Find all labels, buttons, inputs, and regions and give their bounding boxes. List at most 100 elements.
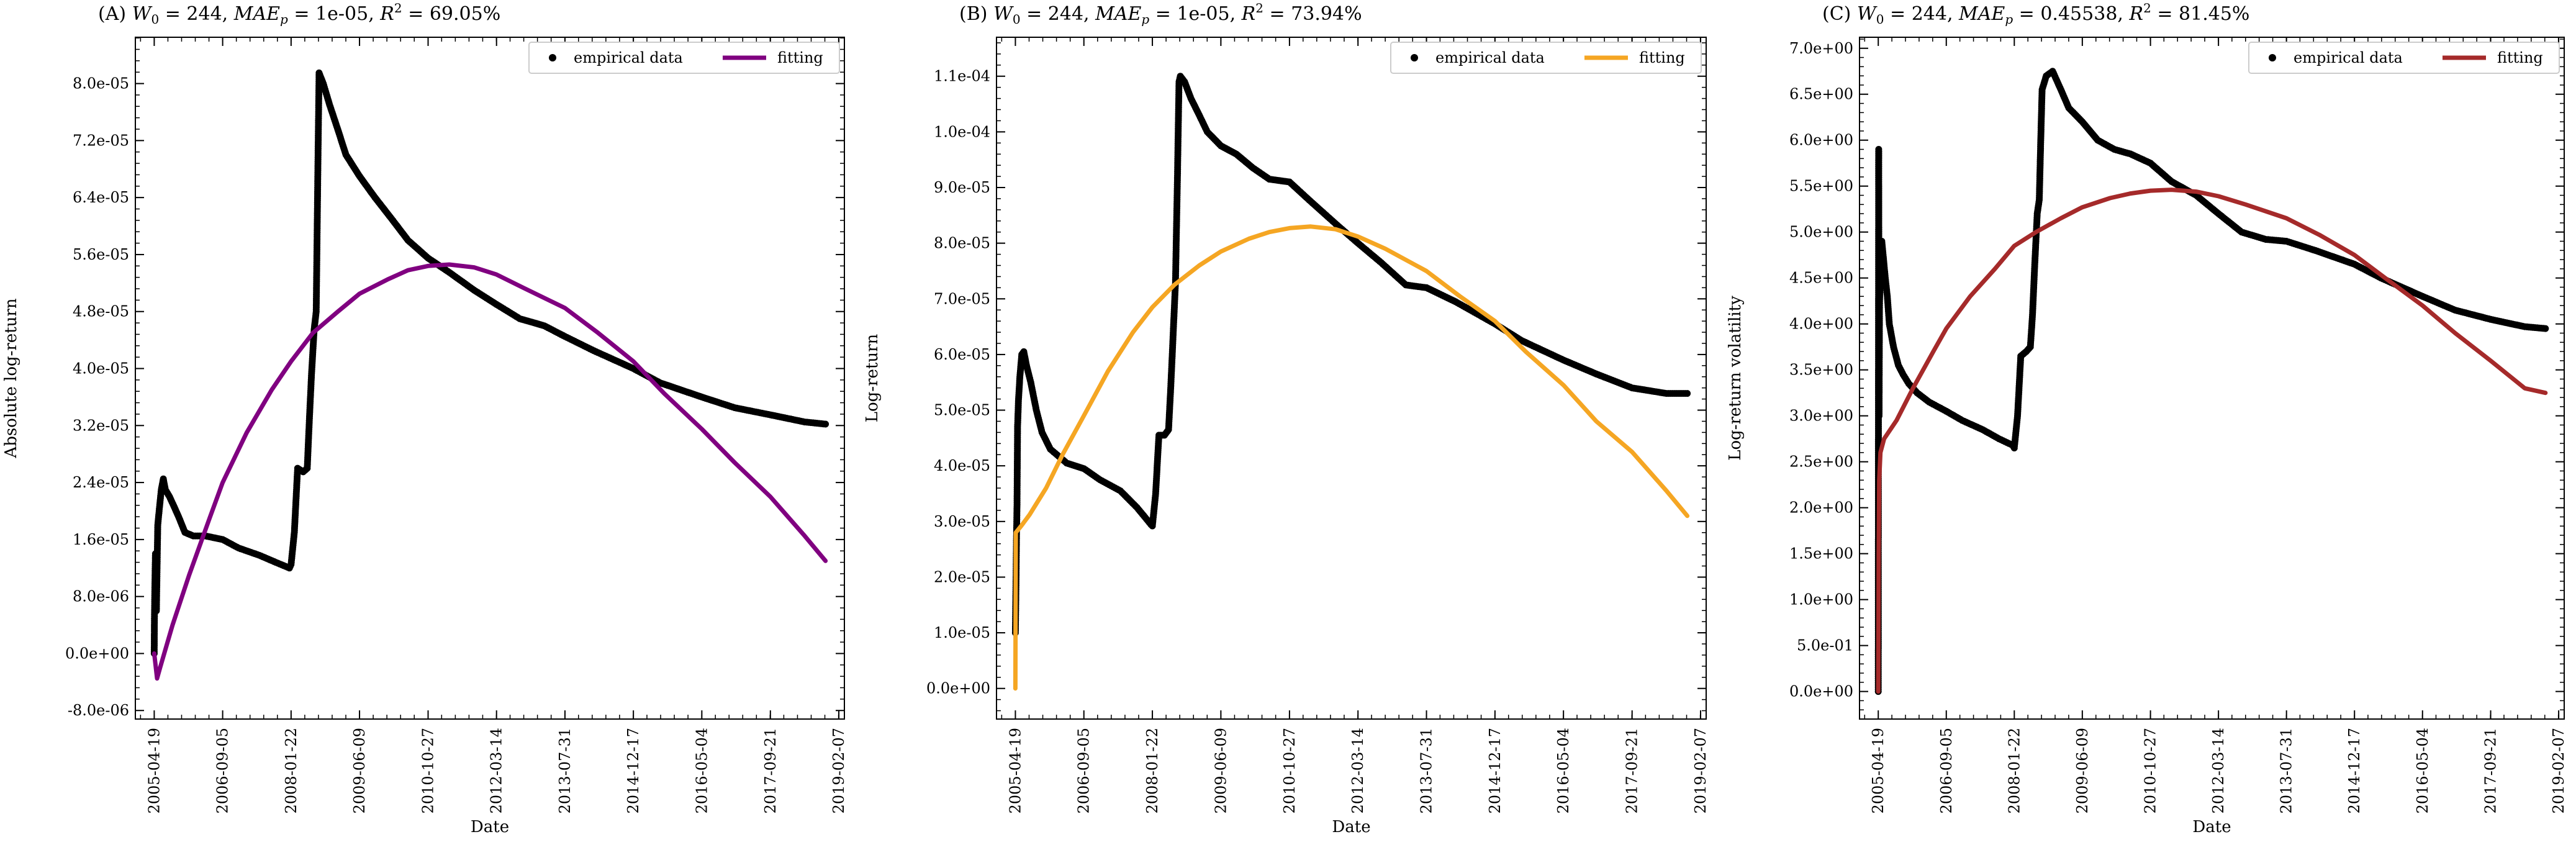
y-tick-label: 4.0e-05 [934,457,990,474]
series-empirical-data [150,69,829,657]
x-tick-label: 2014-12-17 [625,728,642,813]
y-tick-label: 3.0e-05 [934,513,990,530]
y-tick-label: 9.0e-05 [934,179,990,196]
x-tick-label: 2013-07-31 [556,728,574,813]
y-tick-label: 4.0e-05 [73,360,129,378]
chart-panel-2: (B) W0 = 244, MAEp = 1e-05, R2 = 73.94% 0… [863,1,1709,836]
y-tick-label: 3.2e-05 [73,417,129,434]
x-tick-label: 2009-06-09 [1212,728,1229,813]
y-tick-label: 4.8e-05 [73,303,129,320]
plot-frame [135,37,845,720]
y-tick-label: 0.0e+00 [65,645,129,662]
legend-label-fitting: fitting [1639,49,1685,66]
x-tick-label: 2009-06-09 [2074,728,2091,813]
series-fitting-line [1013,224,1690,691]
chart-title: (C) W0 = 244, MAEp = 0.45538, R2 = 81.45… [1822,1,2249,27]
legend-marker-empirical [1411,54,1418,61]
y-tick-label: 5.6e-05 [73,246,129,263]
x-tick-label: 2009-06-09 [351,728,368,813]
x-tick-label: 2008-01-22 [1144,728,1161,813]
legend-label-empirical: empirical data [1435,49,1545,66]
x-tick-label: 2012-03-14 [1349,728,1367,813]
y-tick-label: 1.0e+00 [1789,591,1853,609]
x-tick-label: 2017-09-21 [762,728,779,813]
y-tick-label: 5.0e-05 [934,402,990,419]
x-tick-label: 2016-05-04 [2414,728,2431,813]
series-fitting-line [151,262,828,681]
y-tick-label: 2.4e-05 [73,474,129,491]
chart-panel-1: (A) W0 = 244, MAEp = 1e-05, R2 = 69.05% -… [2,1,847,836]
series-empirical-data [1011,73,1691,636]
legend-marker-empirical [549,54,556,61]
data-point [822,420,829,428]
x-tick-label: 2019-02-07 [2550,728,2567,813]
legend-box [528,42,840,74]
x-tick-label: 2010-10-27 [2142,728,2159,813]
y-tick-label: 5.5e+00 [1789,178,1853,195]
x-tick-label: 2016-05-04 [1555,728,1572,813]
x-axis-label: Date [2192,818,2231,836]
y-tick-label: 8.0e-06 [73,588,129,605]
legend-label-fitting: fitting [777,49,823,66]
y-tick-label: 8.0e-05 [934,235,990,252]
x-tick-label: 2014-12-17 [1486,728,1504,813]
y-tick-label: 7.0e+00 [1789,40,1853,57]
x-tick-label: 2005-04-19 [1006,728,1024,813]
legend-label-empirical: empirical data [2294,49,2403,66]
chart-title: (B) W0 = 244, MAEp = 1e-05, R2 = 73.94% [959,1,1362,27]
y-tick-label: 5.0e-01 [1797,637,1853,654]
y-tick-label: 6.5e+00 [1789,86,1853,103]
y-tick-label: 6.4e-05 [73,189,129,206]
x-tick-label: 2006-09-05 [214,728,232,813]
y-tick-label: 2.5e+00 [1789,453,1853,471]
x-tick-label: 2019-02-07 [1692,728,1709,813]
y-tick-label: 7.0e-05 [934,290,990,307]
x-tick-label: 2012-03-14 [488,728,505,813]
x-tick-label: 2019-02-07 [830,728,847,813]
y-tick-label: 6.0e-05 [934,346,990,363]
x-tick-label: 2017-09-21 [1624,728,1641,813]
y-tick-label: 6.0e+00 [1789,132,1853,149]
y-tick-label: 0.0e+00 [1789,683,1853,700]
data-point [1684,390,1691,397]
plot-frame [996,37,1707,720]
data-point [2542,325,2549,332]
x-tick-label: 2013-07-31 [2278,728,2295,813]
legend-box [1390,42,1702,74]
y-axis-label: Absolute log-return [2,298,20,458]
y-tick-label: 1.6e-05 [73,531,129,548]
legend-marker-empirical [2269,54,2276,61]
y-tick-label: -8.0e-06 [68,702,129,719]
legend-label-empirical: empirical data [574,49,683,66]
x-tick-label: 2006-09-05 [1075,728,1093,813]
x-tick-label: 2006-09-05 [1938,728,1955,813]
series-fitting-line [1876,188,2548,694]
y-tick-label: 1.5e+00 [1789,545,1853,563]
y-tick-label: 4.0e+00 [1789,315,1853,333]
x-tick-label: 2008-01-22 [282,728,300,813]
y-tick-label: 1.0e-05 [934,624,990,641]
x-tick-label: 2005-04-19 [1869,728,1887,813]
y-tick-label: 2.0e+00 [1789,499,1853,517]
chart-panel-3: (C) W0 = 244, MAEp = 0.45538, R2 = 81.45… [1726,1,2567,836]
y-tick-label: 4.5e+00 [1789,269,1853,287]
y-axis-label: Log-return [863,333,882,422]
y-tick-label: 7.2e-05 [73,132,129,149]
y-tick-label: 5.0e+00 [1789,224,1853,241]
x-tick-label: 2010-10-27 [419,728,436,813]
x-axis-label: Date [471,818,509,836]
chart-title: (A) W0 = 244, MAEp = 1e-05, R2 = 69.05% [98,1,500,27]
y-axis-label: Log-return volatility [1726,296,1745,461]
x-tick-label: 2013-07-31 [1418,728,1435,813]
y-tick-label: 1.0e-04 [934,123,990,140]
y-tick-label: 3.0e+00 [1789,407,1853,425]
y-tick-label: 1.1e-04 [934,68,990,85]
y-tick-label: 3.5e+00 [1789,361,1853,379]
y-tick-label: 0.0e+00 [926,680,990,697]
x-tick-label: 2008-01-22 [2005,728,2023,813]
y-tick-label: 8.0e-05 [73,75,129,93]
legend-box [2248,42,2560,74]
x-tick-label: 2010-10-27 [1281,728,1298,813]
